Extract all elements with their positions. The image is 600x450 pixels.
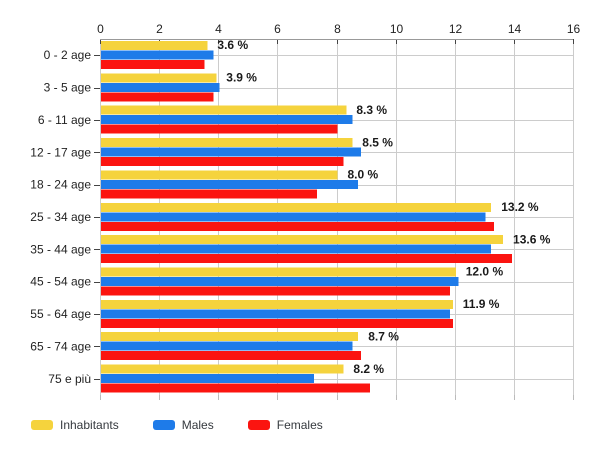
value-label: 3.9 %	[226, 71, 257, 85]
value-label: 12.0 %	[466, 265, 504, 279]
bar-inhabitants[interactable]	[101, 138, 353, 148]
x-axis-tick-label: 4	[215, 22, 222, 36]
bar-males[interactable]	[101, 115, 353, 125]
x-axis-tick-label: 14	[508, 22, 522, 36]
bar-males[interactable]	[101, 147, 362, 157]
bar-inhabitants[interactable]	[101, 105, 347, 115]
bar-inhabitants[interactable]	[101, 235, 504, 245]
bar-males[interactable]	[101, 244, 492, 254]
category-label: 45 - 54 age	[30, 275, 91, 289]
value-label: 11.9 %	[463, 297, 500, 311]
category-label: 0 - 2 age	[44, 48, 92, 62]
value-label: 8.5 %	[362, 135, 393, 149]
category-label: 75 e più	[48, 372, 91, 386]
category-label: 65 - 74 age	[30, 339, 91, 353]
bar-males[interactable]	[101, 50, 214, 60]
x-axis-tick-label: 6	[274, 22, 281, 36]
legend-label-females: Females	[276, 418, 323, 432]
bar-males[interactable]	[101, 309, 450, 319]
value-label: 13.6 %	[513, 232, 551, 246]
value-label: 8.7 %	[368, 329, 399, 343]
bar-females[interactable]	[101, 286, 450, 296]
bar-males[interactable]	[101, 179, 359, 189]
value-label: 8.2 %	[353, 362, 384, 376]
bar-males[interactable]	[101, 374, 314, 384]
x-axis-tick-label: 12	[449, 22, 463, 36]
legend-label-inhabitants: Inhabitants	[60, 418, 119, 432]
inhabitants-color-swatch	[31, 420, 53, 430]
bar-females[interactable]	[101, 157, 344, 167]
bar-males[interactable]	[101, 82, 220, 92]
bar-females[interactable]	[101, 254, 512, 264]
bar-inhabitants[interactable]	[101, 299, 453, 309]
legend-label-males: Males	[181, 418, 214, 432]
bar-females[interactable]	[101, 221, 495, 231]
males-color-swatch	[152, 420, 175, 430]
category-label: 6 - 11 age	[38, 113, 91, 127]
x-axis-tick-label: 16	[567, 22, 581, 36]
bar-inhabitants[interactable]	[101, 364, 344, 374]
value-label: 8.3 %	[356, 103, 387, 117]
bar-males[interactable]	[101, 276, 459, 286]
bar-females[interactable]	[101, 189, 317, 199]
bar-inhabitants[interactable]	[101, 170, 338, 180]
category-label: 25 - 34 age	[30, 210, 91, 224]
x-axis-tick-label: 10	[390, 22, 404, 36]
category-label: 55 - 64 age	[30, 307, 91, 321]
bar-females[interactable]	[101, 92, 214, 102]
x-axis-tick-label: 8	[334, 22, 341, 36]
bar-inhabitants[interactable]	[101, 73, 217, 83]
legend-item-males[interactable]: Males	[152, 417, 214, 433]
bar-females[interactable]	[101, 59, 205, 69]
value-label: 8.0 %	[348, 168, 379, 182]
bar-inhabitants[interactable]	[101, 202, 492, 212]
bar-females[interactable]	[101, 383, 371, 393]
chart-legend: Inhabitants Males Females	[31, 417, 357, 433]
x-axis-tick-label: 2	[156, 22, 163, 36]
legend-item-females[interactable]: Females	[247, 417, 323, 433]
bar-females[interactable]	[101, 351, 362, 361]
bar-females[interactable]	[101, 124, 338, 134]
category-label: 3 - 5 age	[44, 81, 92, 95]
x-axis-tick-label: 0	[97, 22, 104, 36]
bar-inhabitants[interactable]	[101, 332, 359, 342]
value-label: 13.2 %	[501, 200, 539, 214]
value-label: 3.6 %	[217, 38, 248, 52]
legend-item-inhabitants[interactable]: Inhabitants	[31, 417, 119, 433]
females-color-swatch	[247, 420, 270, 430]
bar-males[interactable]	[101, 341, 353, 351]
bar-females[interactable]	[101, 318, 453, 328]
category-label: 12 - 17 age	[30, 145, 91, 159]
bar-inhabitants[interactable]	[101, 40, 208, 50]
bar-inhabitants[interactable]	[101, 267, 456, 277]
bar-males[interactable]	[101, 212, 486, 222]
category-label: 35 - 44 age	[30, 242, 91, 256]
category-label: 18 - 24 age	[30, 178, 91, 192]
